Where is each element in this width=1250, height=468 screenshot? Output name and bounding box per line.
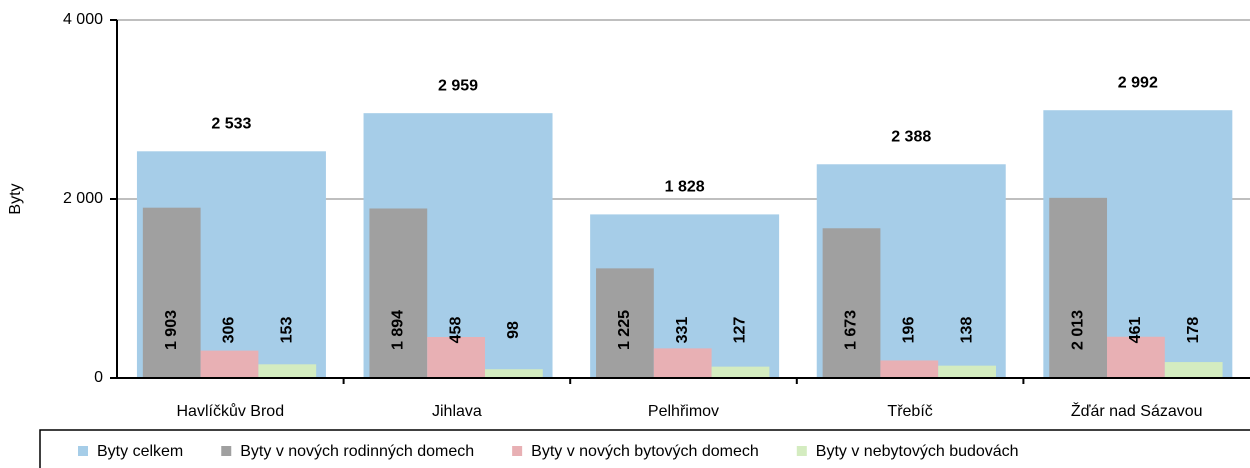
value-label: 153 — [279, 317, 296, 344]
bar — [596, 268, 654, 378]
y-tick-label: 0 — [94, 369, 103, 386]
y-axis-label: Byty — [7, 183, 24, 214]
bar — [258, 364, 317, 378]
legend-box — [39, 429, 1250, 468]
x-tick-label: Pelhřimov — [648, 403, 719, 420]
bar — [653, 348, 712, 378]
bar — [1164, 362, 1223, 378]
value-label: 461 — [1127, 317, 1144, 344]
bar — [484, 369, 543, 378]
x-tick-label: Třebíč — [887, 403, 932, 420]
x-tick-label: Žďár nad Sázavou — [1071, 401, 1203, 420]
legend-swatch — [78, 446, 88, 456]
value-label: 196 — [901, 317, 918, 344]
legend-label: Byty celkem — [97, 443, 183, 460]
value-label: 1 828 — [665, 179, 705, 196]
bar — [938, 365, 996, 378]
legend-label: Byty v nebytových budovách — [816, 443, 1019, 460]
bar — [1049, 197, 1108, 378]
bar — [1107, 336, 1165, 378]
legend-swatch — [512, 446, 523, 456]
value-label: 127 — [732, 317, 749, 344]
value-label: 331 — [674, 317, 691, 344]
value-label: 1 225 — [616, 310, 633, 350]
value-label: 98 — [505, 321, 522, 339]
bar — [427, 337, 485, 378]
x-tick-label: Jihlava — [432, 403, 482, 420]
bar — [880, 360, 939, 378]
x-tick-label: Havlíčkův Brod — [177, 402, 285, 420]
value-label: 178 — [1185, 317, 1202, 344]
y-tick-label: 4 000 — [63, 11, 103, 28]
bar — [822, 228, 881, 378]
value-label: 2 013 — [1069, 310, 1086, 350]
value-label: 2 533 — [211, 116, 251, 133]
value-label: 2 992 — [1118, 74, 1158, 91]
y-tick-label: 2 000 — [63, 190, 103, 207]
legend-label: Byty v nových bytových domech — [531, 443, 759, 460]
bar — [200, 350, 259, 378]
legend-swatch — [221, 446, 232, 456]
bar — [142, 207, 201, 378]
value-label: 138 — [958, 317, 975, 344]
value-label: 2 388 — [891, 128, 931, 145]
value-label: 1 894 — [390, 310, 407, 350]
value-label: 458 — [447, 317, 464, 344]
legend-swatch — [796, 446, 807, 456]
value-label: 306 — [221, 317, 238, 344]
bar — [369, 208, 428, 378]
bar — [711, 366, 770, 378]
legend-label: Byty v nových rodinných domech — [240, 443, 474, 460]
value-label: 2 959 — [438, 77, 478, 94]
value-label: 1 673 — [843, 310, 860, 350]
value-label: 1 903 — [163, 310, 180, 350]
